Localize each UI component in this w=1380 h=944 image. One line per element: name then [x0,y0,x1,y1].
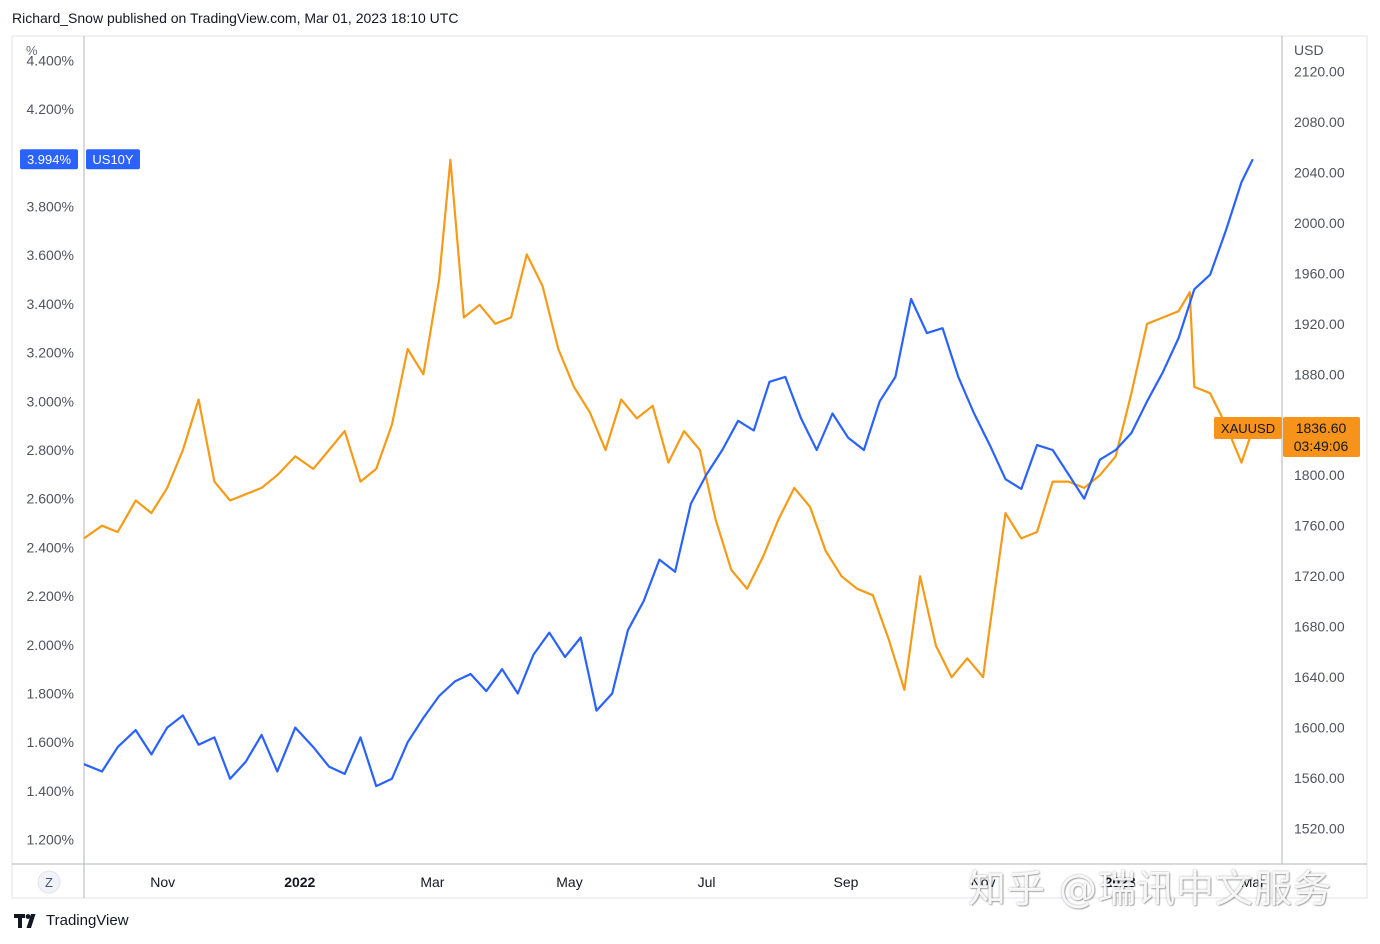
series-lines [83,158,1254,788]
right-tick-label: 1560.00 [1294,770,1345,786]
right-tick-label: 1520.00 [1294,821,1345,837]
left-tick-label: 1.800% [27,686,74,702]
time-tick-label: 2022 [284,874,315,890]
tradingview-logo-icon [14,913,36,928]
right-tick-label: 2000.00 [1294,215,1345,231]
chart-frame [11,35,1368,899]
left-tick-label: 2.400% [27,539,74,555]
us10y-name-text: US10Y [92,152,134,167]
left-tick-label: 3.800% [27,198,74,214]
xauusd-name-badge [1214,417,1282,440]
outer-border [11,35,1368,899]
watermark: 知乎 @瑞讯中文服务 [968,867,1333,911]
last-value-labels: 3.994% US10Y XAUUSD 1836.60 03:49:06 [20,149,1360,458]
left-tick-label: 3.600% [27,247,74,263]
xauusd-value-text: 1836.60 [1296,420,1347,436]
time-tick-label: Jul [698,874,716,890]
right-tick-label: 1720.00 [1294,568,1345,584]
time-tick-label: May [556,874,582,890]
left-tick-label: 3.200% [27,345,74,361]
time-tick-label: 2023 [1105,874,1136,890]
right-tick-label: 1960.00 [1294,265,1345,281]
xauusd-name-text: XAUUSD [1221,421,1275,436]
tradingview-brand[interactable]: TradingView [14,912,129,929]
time-tick-label: Sep [833,874,858,890]
right-tick-label: 1640.00 [1294,669,1345,685]
right-tick-label: 2080.00 [1294,114,1345,130]
right-tick-label: 1760.00 [1294,518,1345,534]
left-tick-label: 4.400% [27,52,74,68]
right-tick-label: 1800.00 [1294,467,1345,483]
left-tick-label: 2.200% [27,588,74,604]
right-axis[interactable]: USD 2120.00 2080.00 2040.00 2000.00 1960.00 19… [1294,42,1345,837]
time-axis[interactable]: Z Nov 2022 Mar May Jul Sep Nov 2023 Mar [37,870,1265,894]
left-tick-label: 2.600% [27,491,74,507]
publish-line: Richard_Snow published on TradingView.co… [12,10,459,26]
right-tick-label: 1880.00 [1294,366,1345,382]
left-axis-unit: % [26,43,38,58]
left-tick-label: 4.200% [27,101,74,117]
left-tick-label: 1.400% [27,783,74,799]
time-tick-label: Mar [420,874,444,890]
us10y-name-badge [86,149,140,170]
right-axis-unit: USD [1294,42,1324,58]
series-line-us10y [83,158,1254,788]
right-tick-label: 1600.00 [1294,720,1345,736]
left-tick-label: 3.000% [27,393,74,409]
left-axis[interactable]: %4.400% 4.200% 3.800% 3.600% 3.400% 3.200% 3.0… [26,43,74,848]
us10y-value-badge [20,149,78,170]
right-tick-label: 2040.00 [1294,164,1345,180]
left-tick-label: 1.200% [27,832,74,848]
xauusd-countdown-text: 03:49:06 [1294,438,1349,454]
right-tick-label: 1680.00 [1294,619,1345,635]
time-tick-label: Nov [971,874,996,890]
right-tick-label: 1920.00 [1294,316,1345,332]
series-line-xauusd [83,158,1254,691]
zoom-reset-label: Z [45,875,53,890]
time-tick-label: Nov [150,874,175,890]
brand-name: TradingView [46,912,129,929]
zoom-reset-button[interactable] [37,870,61,894]
left-tick-label: 2.000% [27,637,74,653]
left-tick-label: 2.800% [27,442,74,458]
right-tick-label: 2120.00 [1294,63,1345,79]
us10y-value-text: 3.994% [27,152,72,167]
left-tick-label: 3.400% [27,296,74,312]
time-tick-label: Mar [1241,874,1265,890]
xauusd-value-badge [1283,417,1360,458]
left-tick-label: 1.600% [27,734,74,750]
